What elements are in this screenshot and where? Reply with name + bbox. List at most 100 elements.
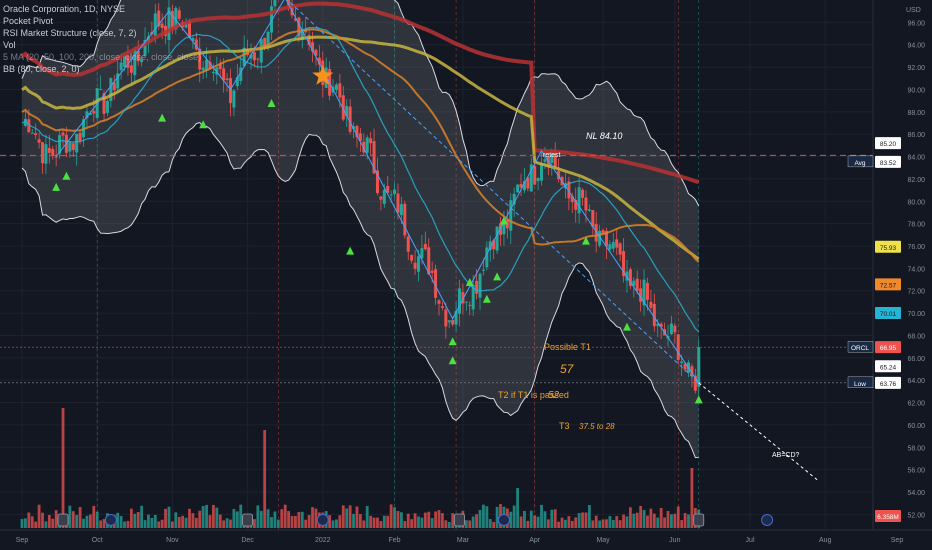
- candle-body[interactable]: [423, 243, 427, 250]
- candle-body[interactable]: [201, 67, 205, 71]
- indicator-bb[interactable]: BB (80, close, 2, 0): [3, 64, 80, 74]
- candle-body[interactable]: [259, 39, 263, 63]
- candle-body[interactable]: [208, 61, 212, 69]
- dividend-marker[interactable]: [497, 514, 510, 526]
- candle-body[interactable]: [406, 236, 410, 252]
- candle-body[interactable]: [37, 139, 41, 143]
- candle-body[interactable]: [187, 20, 191, 38]
- candle-body[interactable]: [362, 141, 366, 153]
- candle-body[interactable]: [584, 197, 588, 211]
- candle-body[interactable]: [119, 62, 123, 71]
- candle-body[interactable]: [345, 105, 349, 117]
- candle-body[interactable]: [170, 10, 174, 29]
- candle-body[interactable]: [273, 0, 277, 7]
- candle-body[interactable]: [358, 133, 362, 142]
- candle-body[interactable]: [140, 59, 144, 63]
- candle-body[interactable]: [581, 189, 585, 198]
- candle-body[interactable]: [615, 239, 619, 248]
- candle-body[interactable]: [112, 82, 116, 91]
- candle-body[interactable]: [116, 73, 120, 89]
- candle-body[interactable]: [211, 71, 215, 73]
- candle-body[interactable]: [352, 126, 356, 129]
- candlesticks[interactable]: [23, 0, 701, 398]
- candle-body[interactable]: [533, 165, 537, 185]
- candle-body[interactable]: [451, 319, 455, 325]
- candle-body[interactable]: [372, 141, 376, 174]
- candle-body[interactable]: [447, 320, 451, 323]
- candle-body[interactable]: [92, 110, 96, 114]
- candle-body[interactable]: [126, 55, 130, 68]
- candle-body[interactable]: [471, 284, 475, 310]
- candle-body[interactable]: [464, 301, 468, 303]
- candle-body[interactable]: [440, 306, 444, 308]
- candle-body[interactable]: [628, 269, 632, 286]
- candle-body[interactable]: [382, 189, 386, 204]
- candle-body[interactable]: [468, 304, 472, 306]
- candle-body[interactable]: [444, 309, 448, 327]
- candle-body[interactable]: [656, 323, 660, 326]
- candle-body[interactable]: [570, 196, 574, 203]
- candle-body[interactable]: [481, 269, 485, 271]
- candle-body[interactable]: [222, 68, 226, 81]
- candle-body[interactable]: [143, 40, 147, 56]
- candle-body[interactable]: [427, 247, 431, 275]
- candle-body[interactable]: [85, 111, 89, 119]
- candle-body[interactable]: [625, 271, 629, 281]
- candle-body[interactable]: [454, 310, 458, 325]
- candle-body[interactable]: [399, 204, 403, 216]
- candle-body[interactable]: [577, 187, 581, 214]
- candle-body[interactable]: [488, 241, 492, 250]
- time-axis-ticks[interactable]: Sep Oct Nov Dec 2022 Feb Mar Apr May Jun Jul Aug Sep: [16, 537, 904, 544]
- candle-body[interactable]: [410, 254, 414, 261]
- dividend-marker[interactable]: [104, 514, 117, 526]
- indicator-rsi-structure[interactable]: RSI Market Structure (close, 7, 2): [3, 28, 137, 38]
- candle-body[interactable]: [529, 164, 533, 192]
- candle-body[interactable]: [649, 301, 653, 308]
- candle-body[interactable]: [198, 48, 202, 70]
- candle-body[interactable]: [27, 119, 31, 133]
- candle-body[interactable]: [78, 132, 82, 142]
- earnings-marker[interactable]: [242, 513, 253, 527]
- indicator-pocket-pivot[interactable]: Pocket Pivot: [3, 16, 54, 26]
- candle-body[interactable]: [591, 210, 595, 227]
- candle-body[interactable]: [205, 59, 209, 71]
- candle-body[interactable]: [215, 67, 219, 75]
- earnings-marker[interactable]: [57, 513, 69, 527]
- candle-body[interactable]: [604, 230, 608, 247]
- candle-body[interactable]: [516, 184, 520, 193]
- candle-body[interactable]: [693, 375, 697, 391]
- candle-body[interactable]: [536, 177, 540, 182]
- candle-body[interactable]: [420, 248, 424, 259]
- candle-body[interactable]: [71, 143, 75, 151]
- candle-body[interactable]: [632, 280, 636, 286]
- candle-body[interactable]: [314, 49, 318, 56]
- candle-body[interactable]: [540, 163, 544, 181]
- candle-body[interactable]: [478, 273, 482, 298]
- candle-body[interactable]: [430, 270, 434, 273]
- candle-body[interactable]: [598, 230, 602, 246]
- symbol-title[interactable]: Oracle Corporation, 1D, NYSE: [3, 4, 125, 14]
- dividend-marker[interactable]: [316, 514, 329, 526]
- candle-body[interactable]: [434, 269, 438, 298]
- candle-body[interactable]: [393, 189, 397, 194]
- candle-body[interactable]: [293, 18, 297, 21]
- dividend-marker[interactable]: [761, 514, 774, 526]
- candle-body[interactable]: [99, 89, 103, 91]
- candle-body[interactable]: [458, 288, 461, 314]
- candle-body[interactable]: [338, 83, 342, 98]
- candle-body[interactable]: [341, 95, 345, 120]
- candle-body[interactable]: [334, 84, 338, 90]
- candle-body[interactable]: [413, 262, 417, 269]
- candle-body[interactable]: [587, 209, 591, 211]
- candle-body[interactable]: [673, 325, 677, 333]
- candle-body[interactable]: [263, 37, 267, 48]
- candle-body[interactable]: [512, 193, 516, 205]
- candle-body[interactable]: [218, 64, 222, 70]
- candle-body[interactable]: [519, 183, 523, 188]
- candle-body[interactable]: [567, 181, 571, 199]
- candle-body[interactable]: [23, 118, 27, 126]
- candle-body[interactable]: [369, 138, 373, 144]
- candle-body[interactable]: [136, 50, 140, 62]
- candle-body[interactable]: [68, 142, 72, 152]
